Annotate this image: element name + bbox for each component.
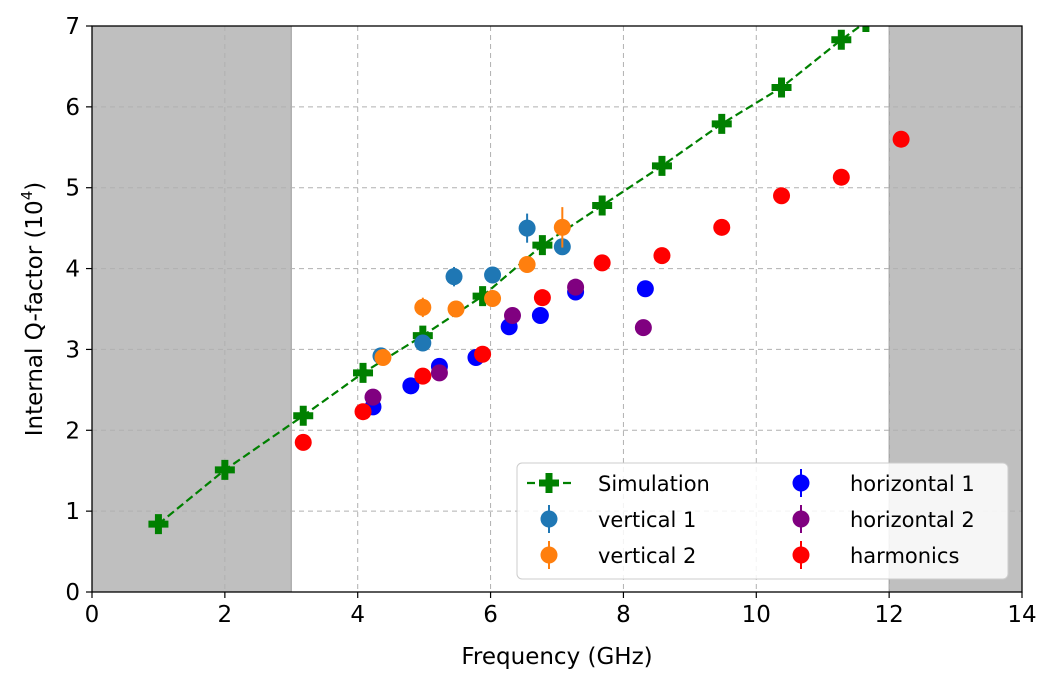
data-point <box>364 388 382 406</box>
legend-box <box>516 462 1009 580</box>
data-point <box>832 168 850 186</box>
data-point <box>414 334 432 352</box>
data-point <box>474 345 492 363</box>
x-tick-label: 10 <box>742 602 771 628</box>
x-tick-label: 4 <box>350 602 365 628</box>
x-tick-label: 6 <box>483 602 498 628</box>
legend-marker <box>540 546 558 564</box>
simulation-point <box>472 286 493 307</box>
y-tick-label: 2 <box>65 418 80 444</box>
legend-marker-simulation <box>539 473 559 493</box>
data-point <box>713 218 731 236</box>
simulation-point <box>711 113 732 134</box>
legend-label: harmonics <box>850 544 959 568</box>
y-tick-label: 7 <box>65 14 80 40</box>
y-tick-label: 6 <box>65 95 80 121</box>
legend-marker <box>540 510 558 528</box>
y-axis-label-prefix: Internal Q-factor (10 <box>22 200 48 436</box>
data-point <box>294 433 312 451</box>
data-point <box>484 289 502 307</box>
legend-marker <box>792 474 810 492</box>
y-tick-label: 3 <box>65 337 80 363</box>
x-tick-label: 14 <box>1007 602 1036 628</box>
data-point <box>503 306 521 324</box>
data-point <box>374 349 392 367</box>
x-tick-label: 8 <box>616 602 631 628</box>
data-point <box>533 289 551 307</box>
data-point <box>447 300 465 318</box>
data-point <box>518 256 536 274</box>
legend: Simulation vertical 1 vertical 2 horizontal… <box>516 462 1009 580</box>
x-axis-label: Frequency (GHz) <box>461 644 652 670</box>
data-point <box>773 187 791 205</box>
data-point <box>445 268 463 286</box>
data-point <box>567 278 585 296</box>
data-point <box>430 364 448 382</box>
data-point <box>636 280 654 298</box>
data-point <box>484 266 502 284</box>
data-point <box>892 130 910 148</box>
simulation-point <box>592 195 613 216</box>
simulation-point <box>771 77 792 98</box>
simulation-point <box>651 155 672 176</box>
simulation-point <box>353 362 374 383</box>
legend-marker <box>792 510 810 528</box>
simulation-point <box>831 29 852 50</box>
y-axis-label-suffix: ) <box>22 182 48 191</box>
data-point <box>531 306 549 324</box>
data-point <box>634 319 652 337</box>
y-tick-label: 4 <box>65 257 80 283</box>
simulation-point <box>293 405 314 426</box>
legend-label: vertical 1 <box>598 508 696 532</box>
simulation-point <box>214 459 235 480</box>
simulation-point <box>862 26 870 32</box>
legend-label: vertical 2 <box>598 544 696 568</box>
y-axis-label: Internal Q-factor (104) <box>18 182 48 436</box>
x-tick-label: 12 <box>875 602 904 628</box>
data-point <box>354 403 372 421</box>
shaded-region-0 <box>91 25 292 593</box>
simulation-point <box>532 235 553 256</box>
y-tick-label: 0 <box>65 580 80 606</box>
y-axis-label-exponent: 4 <box>18 191 36 201</box>
data-point <box>593 254 611 272</box>
data-point <box>414 298 432 316</box>
data-point <box>414 367 432 385</box>
legend-label: horizontal 1 <box>850 472 975 496</box>
x-tick-label: 0 <box>85 602 100 628</box>
data-points <box>148 26 910 535</box>
data-point <box>518 219 536 237</box>
y-tick-label: 1 <box>65 499 80 525</box>
x-tick-label: 2 <box>218 602 233 628</box>
simulation-point <box>148 514 169 535</box>
legend-label: Simulation <box>598 472 710 496</box>
data-point <box>653 247 671 265</box>
data-point <box>553 218 571 236</box>
data-point <box>402 377 420 395</box>
legend-marker <box>792 546 810 564</box>
y-tick-label: 5 <box>65 176 80 202</box>
plot-frame <box>91 25 1023 593</box>
legend-label: horizontal 2 <box>850 508 975 532</box>
